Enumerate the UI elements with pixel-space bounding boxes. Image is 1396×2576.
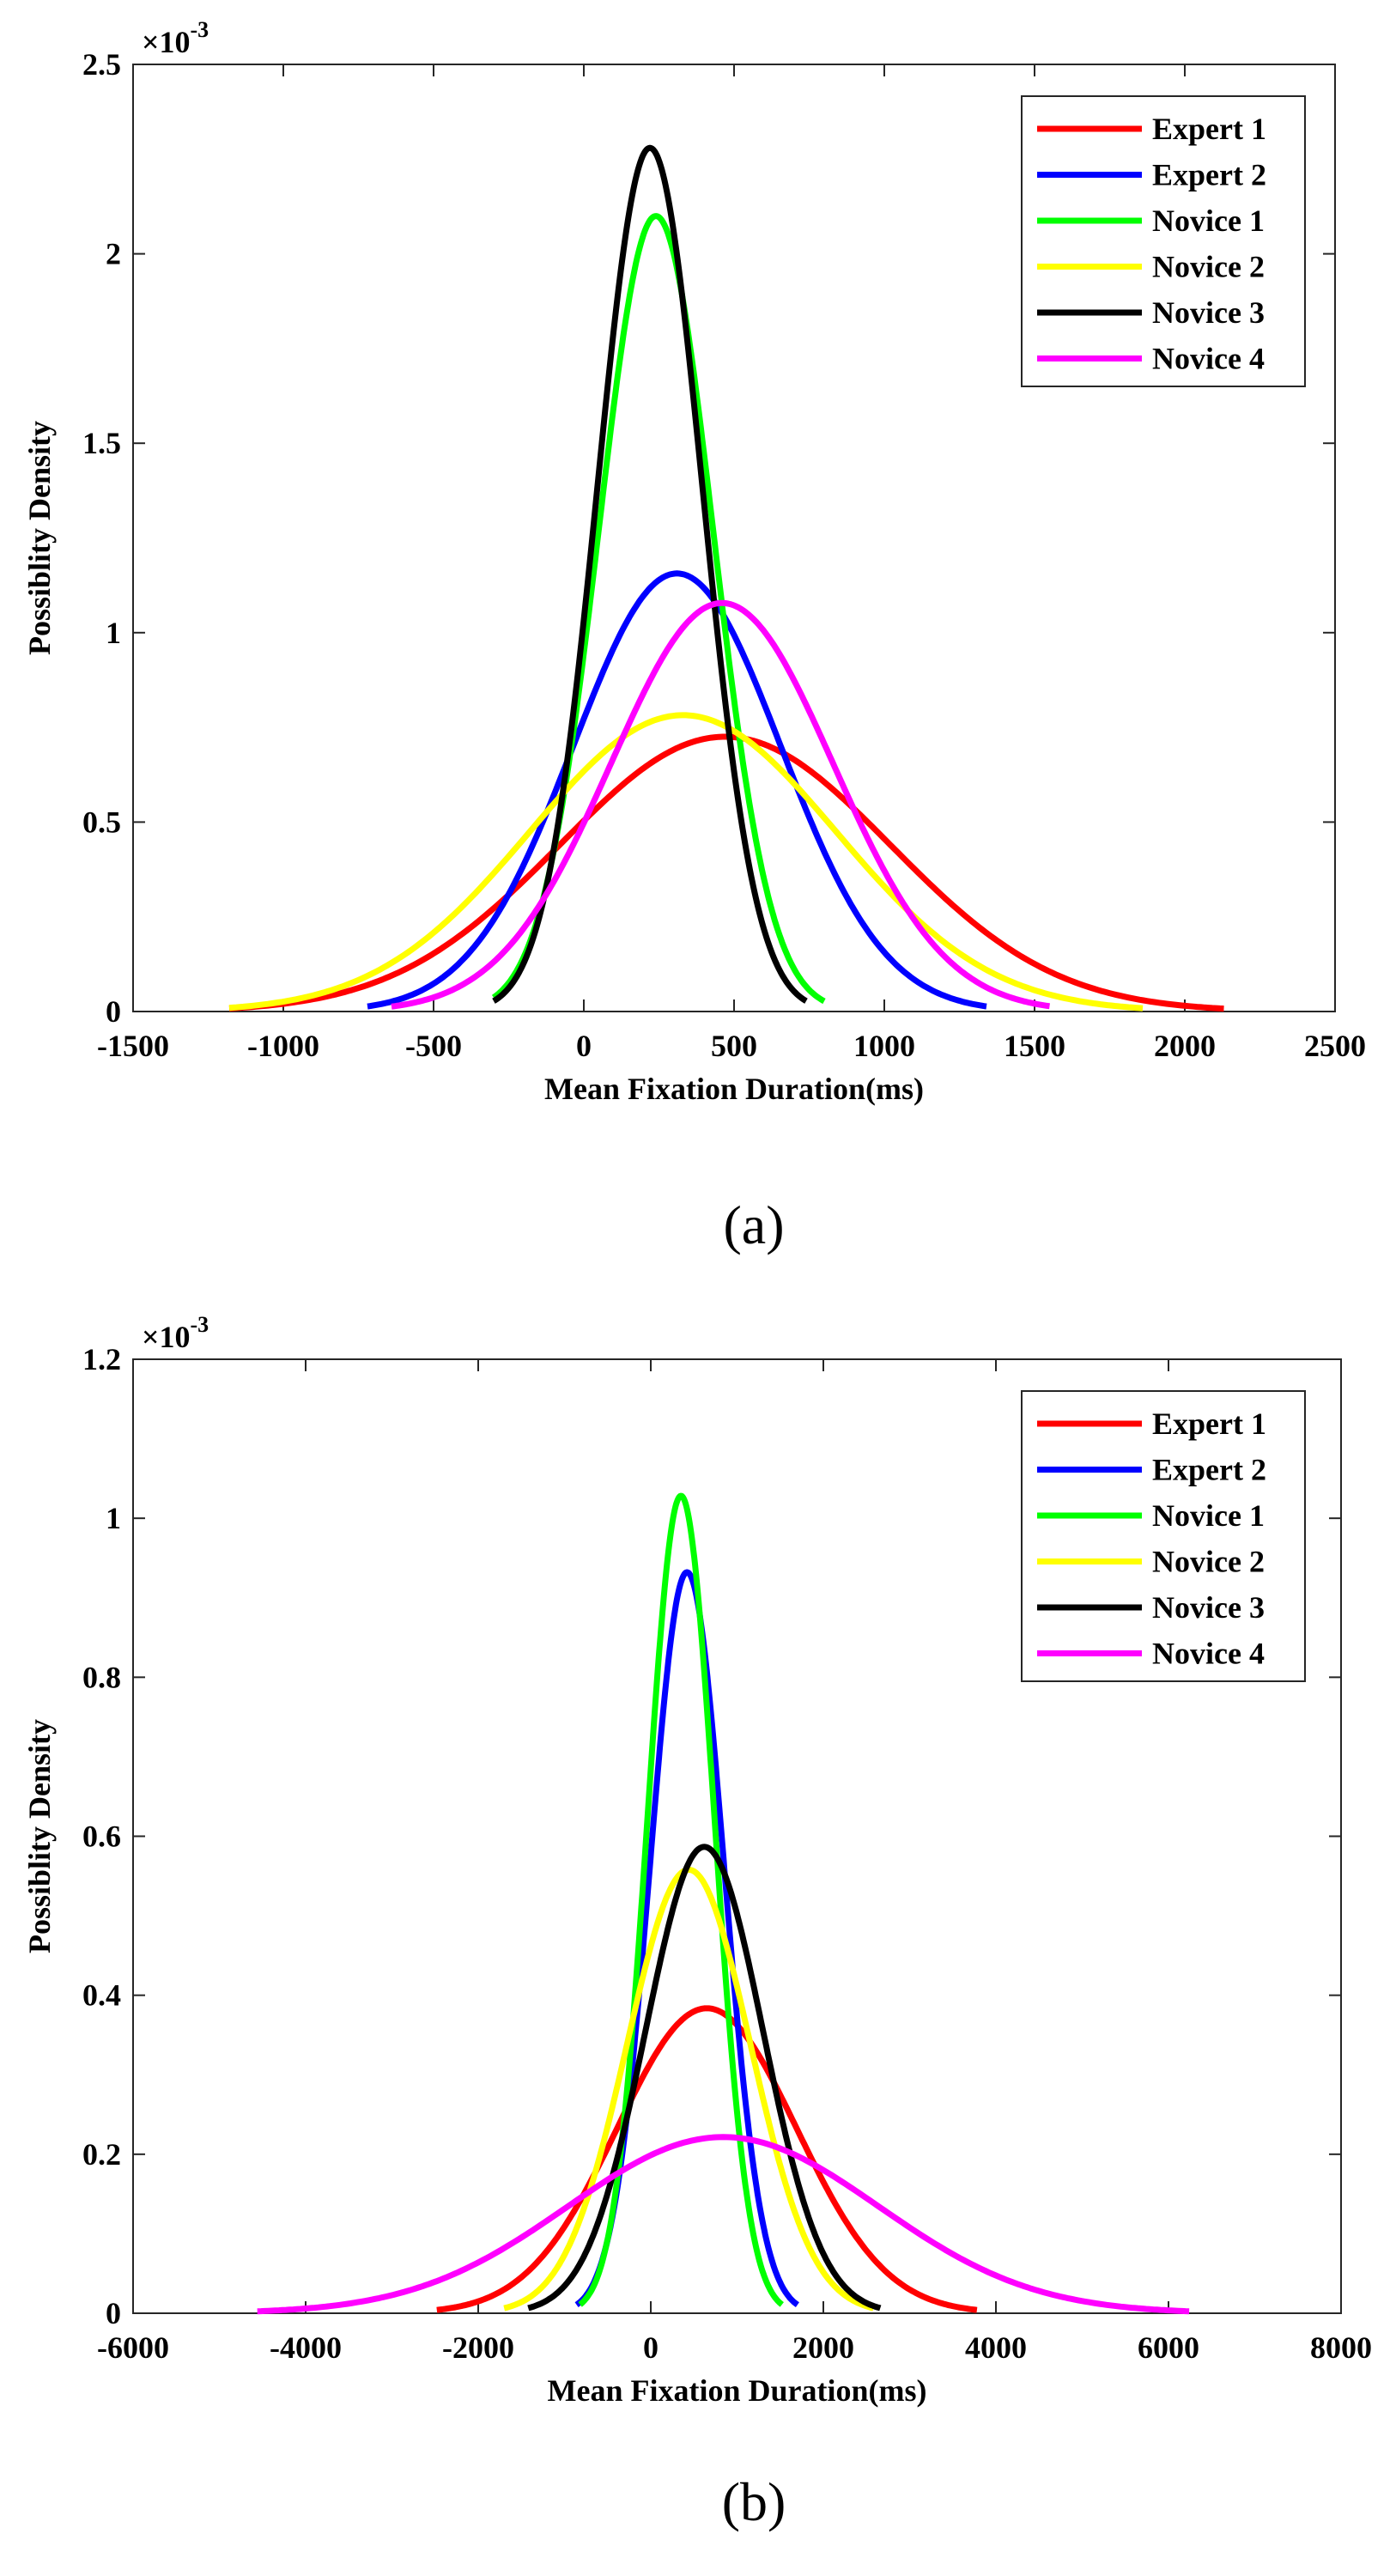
y-tick-label: 0.4 xyxy=(82,1978,121,2013)
legend-label: Novice 1 xyxy=(1152,1498,1265,1533)
x-tick-label: -1500 xyxy=(97,1029,169,1063)
legend-box xyxy=(1021,95,1306,387)
legend-box xyxy=(1021,1390,1306,1682)
x-tick-label: 1000 xyxy=(853,1029,915,1063)
y-tick-label: 0.8 xyxy=(82,1660,121,1694)
y-tick-label: 0 xyxy=(106,994,121,1029)
exponent-base: ×10 xyxy=(142,1320,191,1354)
x-tick-label: -4000 xyxy=(270,2330,342,2365)
x-tick-label: 8000 xyxy=(1310,2330,1372,2365)
y-axis-label: Possiblity Density xyxy=(22,1719,57,1953)
x-tick-label: 2000 xyxy=(1154,1029,1216,1063)
x-tick-label: 2000 xyxy=(792,2330,854,2365)
x-tick-label: -6000 xyxy=(97,2330,169,2365)
legend-label: Novice 2 xyxy=(1152,250,1265,284)
series-line-novice-4 xyxy=(391,599,1051,1010)
series-line-novice-4 xyxy=(257,2134,1190,2315)
legend-label: Novice 3 xyxy=(1152,295,1265,330)
y-tick-label: 1 xyxy=(106,616,121,650)
y-tick-label: 0 xyxy=(106,2296,121,2330)
legend-label: Novice 1 xyxy=(1152,204,1265,238)
exponent-label: ×10-3 xyxy=(142,17,209,59)
series-line-novice-2 xyxy=(228,712,1144,1012)
x-tick-label: 6000 xyxy=(1138,2330,1199,2365)
x-tick-label: -1000 xyxy=(247,1029,319,1063)
series-line-expert-1 xyxy=(435,2005,978,2313)
x-tick-label: -2000 xyxy=(442,2330,514,2365)
exponent-label: ×10-3 xyxy=(142,1312,209,1354)
y-tick-label: 2.5 xyxy=(82,47,121,82)
x-tick-label: 2500 xyxy=(1304,1029,1366,1063)
x-axis-label: Mean Fixation Duration(ms) xyxy=(548,2373,927,2408)
y-tick-label: 0.2 xyxy=(82,2137,121,2172)
series-line-novice-3 xyxy=(526,1844,883,2312)
legend-label: Expert 1 xyxy=(1152,1406,1266,1441)
x-tick-label: 500 xyxy=(711,1029,757,1063)
exponent-power: -3 xyxy=(191,17,209,42)
panel-a: -1500 -1000 -500 0 500 1000 1500 2000 2500 0 0.5 1 1… xyxy=(22,17,1366,1255)
y-tick-label: 0.6 xyxy=(82,1820,121,1854)
exponent-base: ×10 xyxy=(142,25,191,59)
y-tick-label: 1 xyxy=(106,1501,121,1535)
x-tick-label: 0 xyxy=(576,1029,592,1063)
panel-caption: (a) xyxy=(723,1194,784,1255)
series-line-expert-2 xyxy=(367,570,987,1010)
x-tick-label: 0 xyxy=(643,2330,659,2365)
legend-label: Expert 2 xyxy=(1152,158,1266,192)
legend-label: Expert 1 xyxy=(1152,112,1266,146)
series-line-novice-1 xyxy=(578,1492,785,2307)
x-axis-label: Mean Fixation Duration(ms) xyxy=(544,1072,924,1106)
y-tick-label: 1.5 xyxy=(82,426,121,460)
y-axis-label: Possiblity Density xyxy=(22,421,57,655)
y-tick-label: 0.5 xyxy=(82,805,121,839)
x-tick-label: -500 xyxy=(405,1029,462,1063)
y-tick-label: 1.2 xyxy=(82,1342,121,1376)
x-tick-label: 1500 xyxy=(1004,1029,1065,1063)
panel-b: -6000 -4000 -2000 0 2000 4000 6000 8000 0 0.2 0.4 0… xyxy=(22,1312,1372,2532)
exponent-power: -3 xyxy=(191,1312,209,1337)
legend-label: Novice 4 xyxy=(1152,342,1265,376)
panel-caption: (b) xyxy=(722,2471,786,2532)
x-tick-label: 4000 xyxy=(965,2330,1027,2365)
legend-label: Novice 4 xyxy=(1152,1637,1265,1671)
y-tick-label: 2 xyxy=(106,237,121,271)
legend-label: Expert 2 xyxy=(1152,1453,1266,1487)
legend-label: Novice 2 xyxy=(1152,1545,1265,1579)
legend-label: Novice 3 xyxy=(1152,1590,1265,1625)
